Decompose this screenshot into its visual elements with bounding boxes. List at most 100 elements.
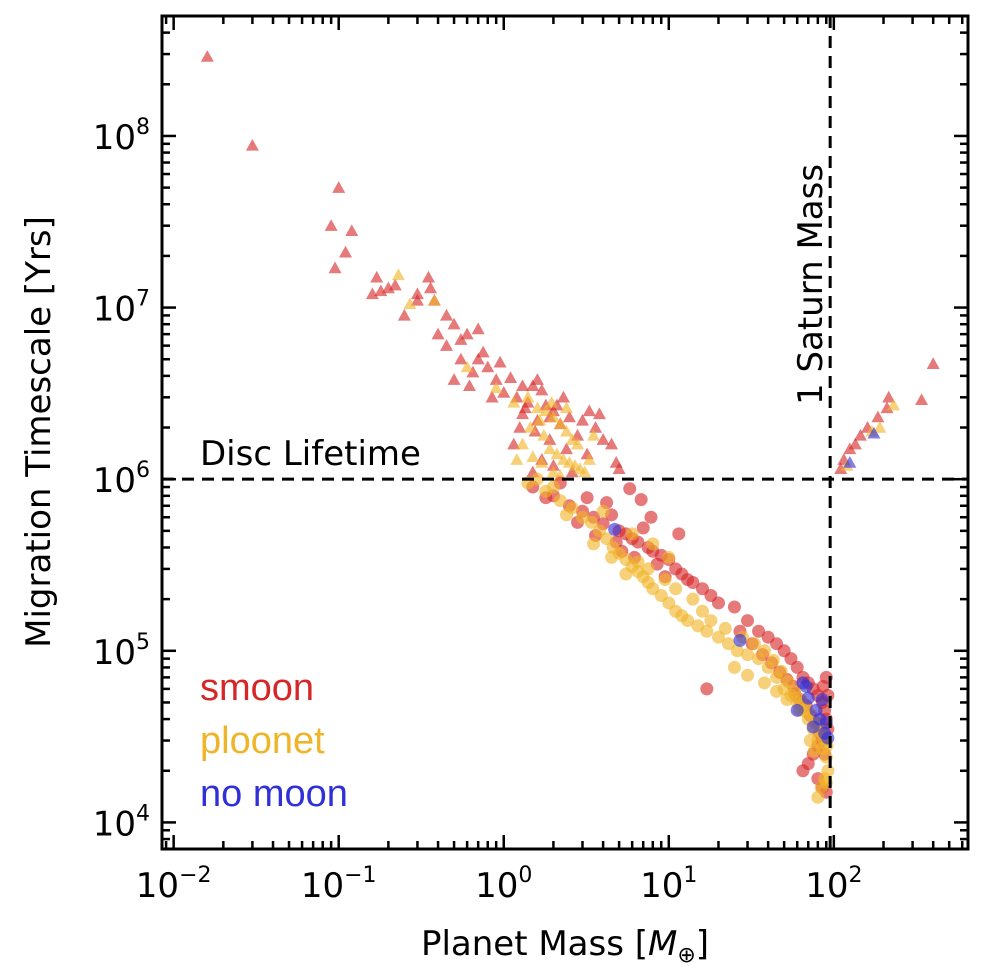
disc-lifetime-label: Disc Lifetime (200, 434, 421, 474)
smoon-triangle-point (516, 379, 530, 392)
reference-lines (162, 16, 968, 849)
ploonet-triangle-point (545, 395, 559, 408)
ploonet-circle-point (641, 562, 655, 576)
x-tick-label-base: 10 (805, 866, 848, 906)
ploonet-triangle-point (537, 428, 551, 441)
smoon-triangle-point (559, 442, 573, 455)
x-tick-label-base: 10 (136, 866, 179, 906)
legend-smoon: smoon (200, 667, 314, 709)
smoon-circle-point (672, 527, 686, 541)
ploonet-triangle-point (530, 401, 544, 414)
y-axis-label: Migration Timescale [Yrs] (19, 216, 59, 648)
legend-ploonet: ploonet (200, 720, 325, 762)
no_moon-circle-point (733, 633, 747, 647)
smoon-triangle-point (612, 462, 626, 474)
smoon-triangle-point (834, 462, 848, 474)
no_moon-circle-point (815, 693, 829, 707)
smoon-triangle-point (507, 437, 521, 450)
ploonet-triangle-point (578, 465, 592, 478)
smoon-triangle-point (365, 287, 379, 300)
no_moon-circle-point (608, 522, 622, 536)
y-tick-label-exponent: 7 (136, 287, 150, 312)
ploonet-circle-point (587, 537, 601, 551)
smoon-circle-point (681, 573, 695, 587)
ploonet-circle-point (741, 648, 755, 662)
smoon-triangle-point (582, 404, 596, 417)
smoon-triangle-point (410, 293, 424, 306)
smoon-circle-point (644, 510, 658, 524)
smoon-triangle-point (848, 437, 862, 450)
x-tick-label-exponent: 2 (848, 863, 862, 888)
smoon-triangle-point (374, 284, 388, 297)
smoon-triangle-point (592, 407, 606, 420)
smoon-triangle-point (328, 261, 342, 274)
smoon-triangle-point (410, 287, 424, 300)
smoon-triangle-point (424, 281, 438, 294)
y-tick-label-base: 10 (93, 633, 136, 673)
smoon-triangle-point (596, 433, 610, 445)
y-tick-label-base: 10 (93, 804, 136, 844)
y-tick-label: 105 (93, 630, 150, 673)
ploonet-triangle-point (460, 360, 474, 373)
smoon-triangle-point (926, 357, 940, 370)
ploonet-circle-point (596, 504, 610, 518)
ploonet-circle-point (619, 567, 633, 581)
x-tick-label-exponent: −1 (344, 863, 376, 888)
smoon-triangle-point (245, 138, 259, 151)
smoon-triangle-point (481, 360, 495, 373)
ploonet-circle-point (747, 637, 761, 651)
smoon-triangle-point (471, 352, 485, 365)
no_moon-circle-point (801, 691, 815, 705)
ploonet-circle-point (730, 644, 744, 658)
y-tick-label-exponent: 8 (136, 115, 150, 140)
ploonet-triangle-point (571, 437, 585, 450)
x-axis-label-sub: ⊕ (677, 943, 695, 968)
ploonet-triangle-point (543, 442, 557, 455)
ploonet-circle-point (757, 644, 771, 658)
ploonet-circle-point (803, 734, 817, 748)
y-tick-label-base: 10 (93, 290, 136, 330)
ploonet-circle-point (631, 555, 645, 569)
ploonet-circle-point (757, 676, 771, 690)
x-tick-label-exponent: −2 (179, 863, 211, 888)
ploonet-triangle-point (507, 395, 521, 408)
smoon-circle-point (700, 682, 714, 696)
x-tick-label: 10−1 (301, 863, 377, 906)
x-tick-label: 100 (475, 863, 532, 906)
no_moon-circle-point (821, 731, 835, 745)
ploonet-triangle-point (582, 453, 596, 465)
ploonet-triangle-point (559, 401, 573, 414)
y-tick-label: 104 (93, 801, 150, 844)
smoon-triangle-point (513, 421, 527, 433)
ploonet-circle-point (695, 604, 709, 618)
ploonet-circle-point (625, 527, 639, 541)
y-tick-label: 106 (93, 458, 150, 501)
x-tick-label: 10−2 (136, 863, 212, 906)
smoon-circle-point (636, 521, 650, 535)
ploonet-circle-point (781, 675, 795, 689)
ploonet-circle-point (530, 472, 544, 486)
ploonet-circle-point (669, 582, 683, 596)
x-axis-label-prefix: Planet Mass [ (421, 924, 648, 964)
smoon-triangle-point (332, 181, 346, 193)
ploonet-triangle-point (510, 453, 524, 465)
ploonet-circle-point (721, 637, 735, 651)
y-tick-label-base: 10 (93, 461, 136, 501)
smoon-triangle-point (915, 393, 929, 406)
smoon-triangle-point (853, 428, 867, 441)
ploonet-circle-point (807, 744, 821, 758)
smoon-triangle-point (485, 390, 499, 403)
smoon-triangle-point (497, 385, 511, 398)
ploonet-triangle-point (546, 465, 560, 478)
saturn-mass-label: 1 Saturn Mass (791, 164, 831, 405)
ploonet-circle-point (811, 790, 825, 804)
ploonet-triangle-point (516, 437, 530, 450)
ploonet-circle-point (584, 515, 598, 529)
smoon-triangle-point (535, 383, 549, 396)
y-tick-label-exponent: 5 (136, 630, 150, 655)
ploonet-triangle-point (526, 450, 540, 463)
ploonet-circle-point (741, 668, 755, 682)
ploonet-circle-point (700, 624, 714, 638)
y-tick-label-exponent: 4 (136, 801, 150, 826)
